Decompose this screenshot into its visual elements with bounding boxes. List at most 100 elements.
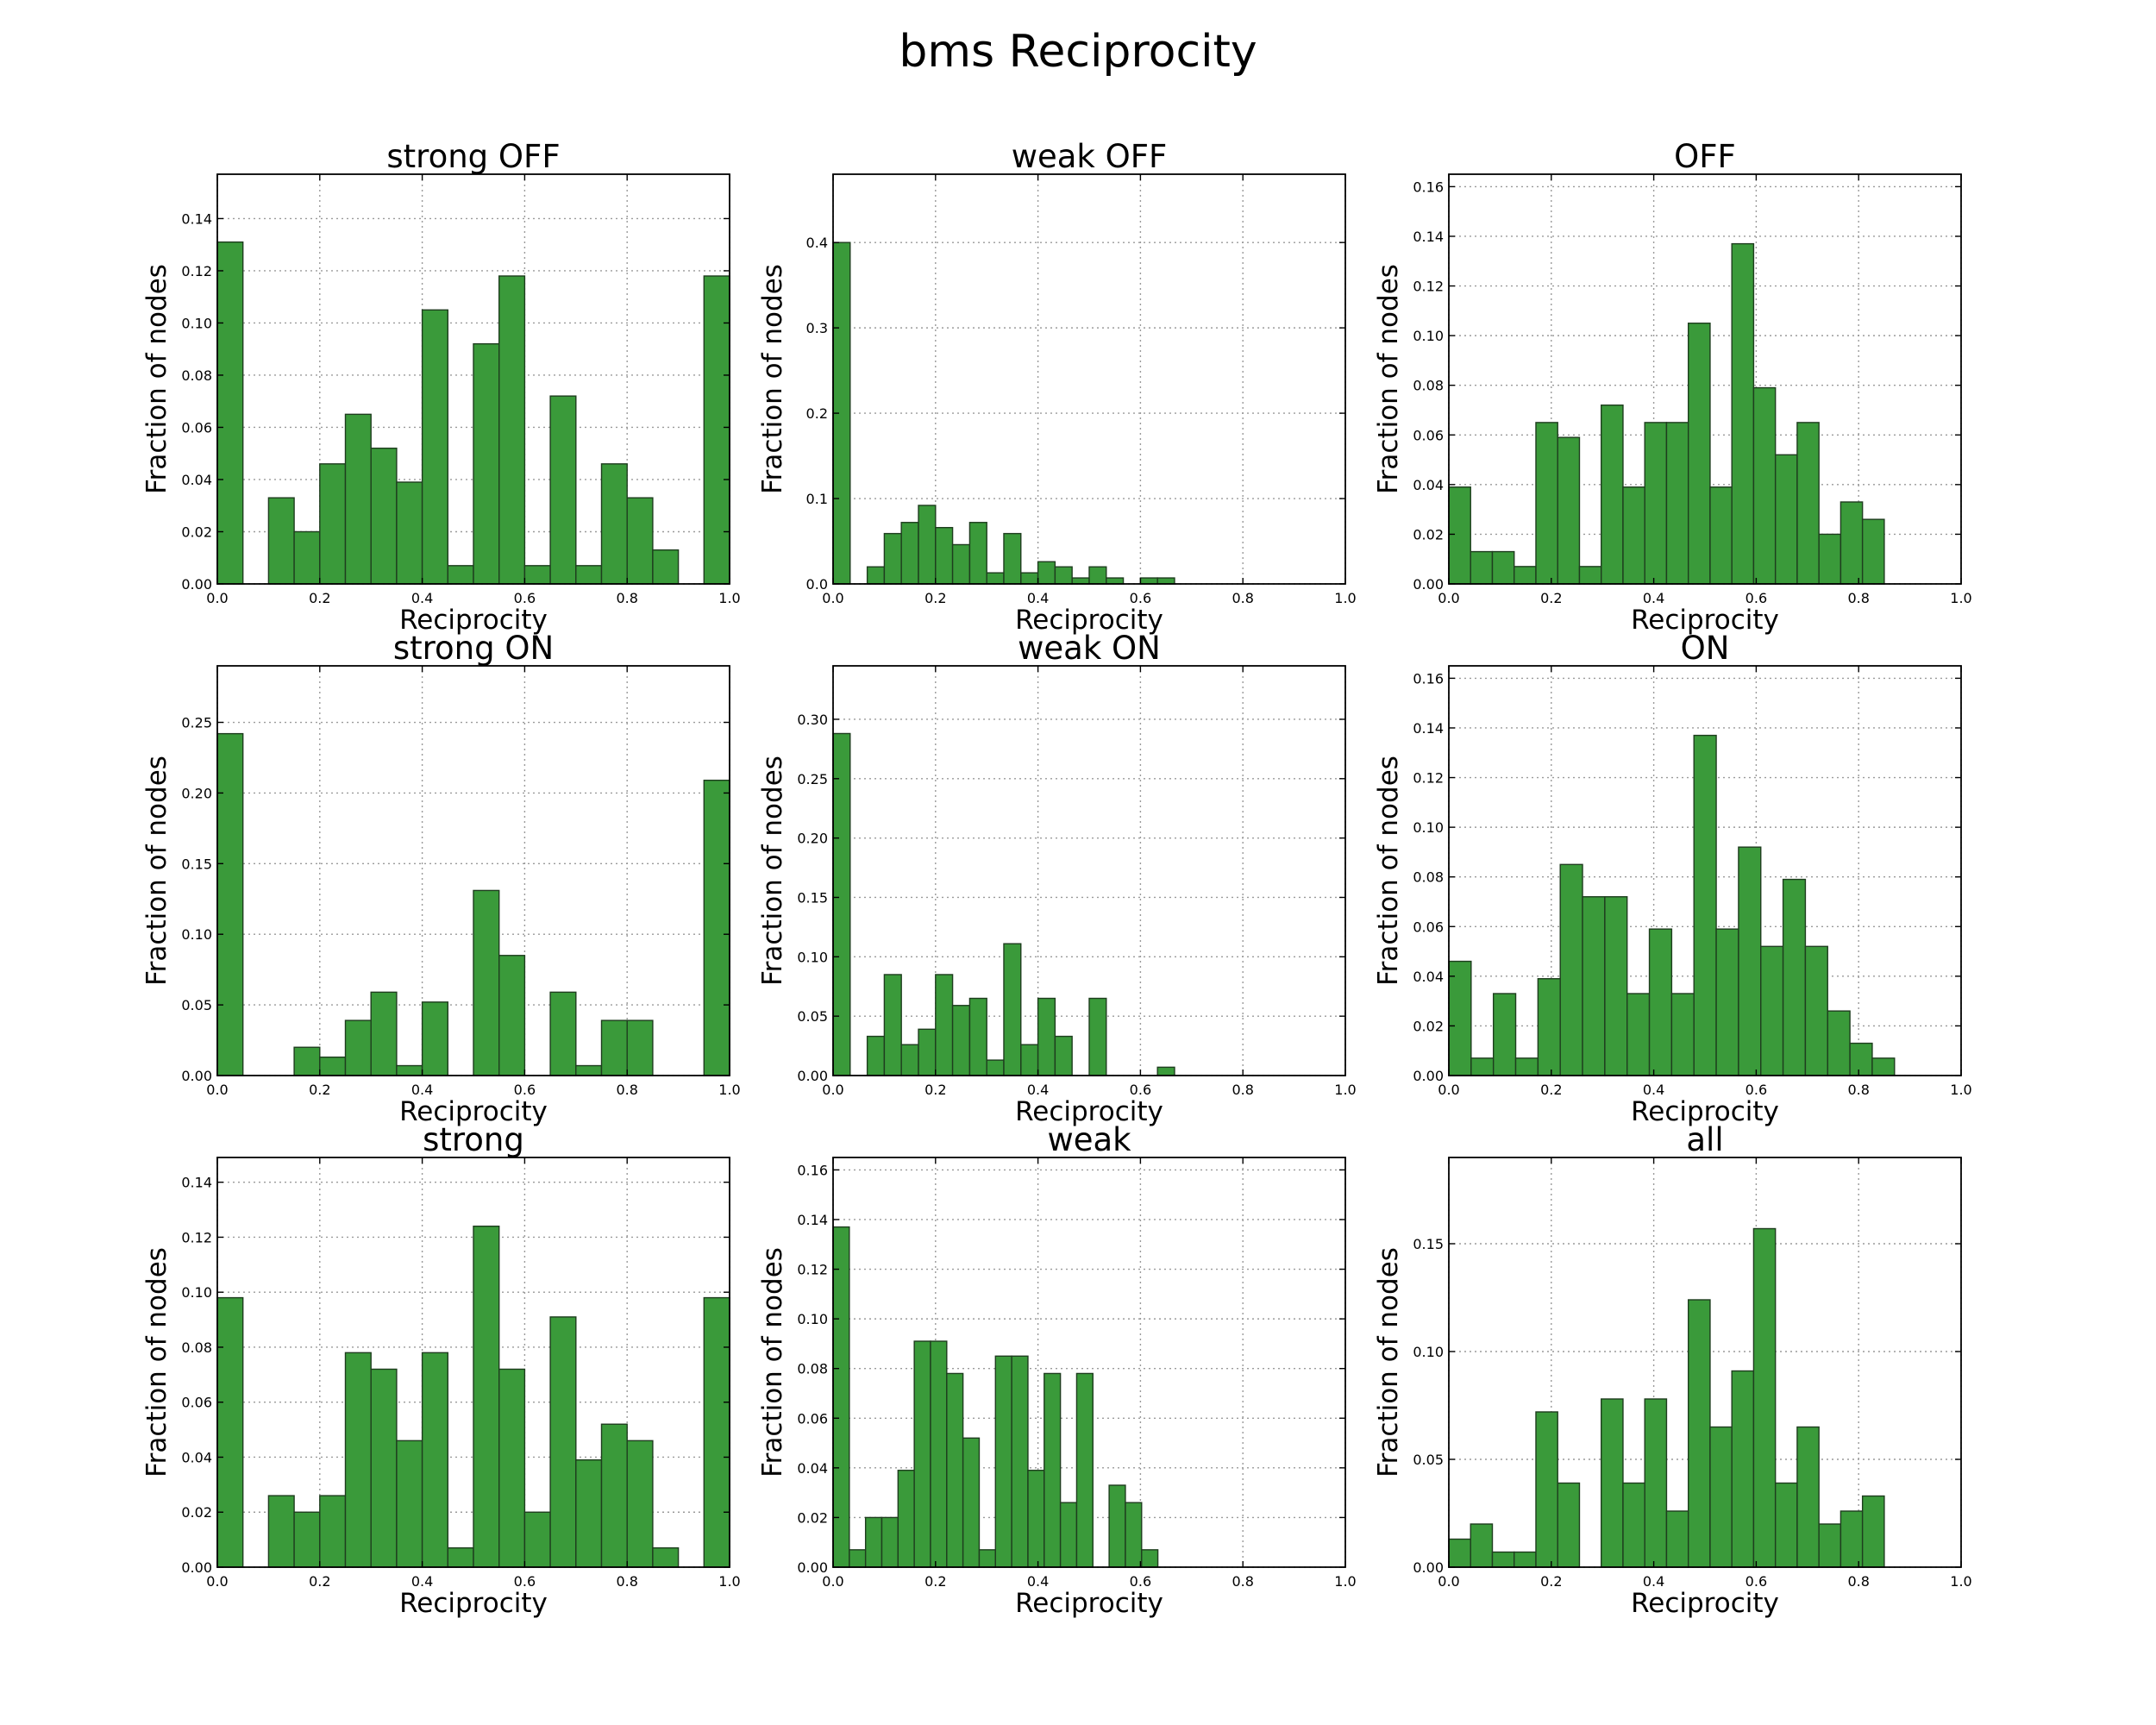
y-axis-label: Fraction of nodes bbox=[757, 264, 788, 494]
x-tick-label: 0.8 bbox=[1232, 590, 1253, 606]
histogram-bar bbox=[1752, 1227, 1777, 1568]
x-axis-label: Reciprocity bbox=[399, 605, 548, 636]
histogram-bar bbox=[216, 241, 244, 585]
histogram-bar bbox=[1626, 993, 1651, 1076]
histogram-bar bbox=[1557, 436, 1581, 585]
y-tick-label: 0.12 bbox=[1413, 770, 1444, 787]
histogram-bar bbox=[1604, 896, 1628, 1076]
histogram-bar bbox=[1448, 486, 1471, 585]
y-tick-label: 0.08 bbox=[181, 367, 212, 384]
figure-title: bms Reciprocity bbox=[899, 26, 1257, 78]
y-tick-label: 0.04 bbox=[1413, 477, 1444, 493]
histogram-bar bbox=[1709, 486, 1733, 585]
histogram-bar bbox=[1738, 846, 1762, 1076]
histogram-bar bbox=[575, 565, 603, 585]
axes-frame bbox=[216, 1157, 730, 1568]
y-tick-label: 0.00 bbox=[797, 1559, 828, 1576]
histogram-bar bbox=[1448, 1538, 1471, 1568]
histogram-bar bbox=[600, 1019, 628, 1076]
histogram-bar bbox=[1861, 518, 1885, 585]
x-tick-label: 0.4 bbox=[411, 1082, 433, 1098]
histogram-bar bbox=[1448, 960, 1472, 1076]
histogram-bar bbox=[626, 497, 654, 585]
y-axis-label: Fraction of nodes bbox=[141, 1247, 172, 1477]
y-axis-label: Fraction of nodes bbox=[1373, 264, 1404, 494]
histogram-bar bbox=[370, 1368, 398, 1568]
histogram-bar bbox=[1622, 1482, 1645, 1568]
histogram-bar bbox=[473, 342, 500, 585]
y-tick-label: 0.10 bbox=[1413, 819, 1444, 836]
y-tick-label: 0.15 bbox=[181, 856, 212, 872]
histogram-bar bbox=[396, 1440, 423, 1568]
histogram-bar bbox=[1027, 1470, 1045, 1568]
x-tick-label: 0.4 bbox=[411, 590, 433, 606]
x-axis-label: Reciprocity bbox=[1631, 1096, 1779, 1127]
histogram-bar bbox=[918, 505, 937, 585]
histogram-bar bbox=[293, 530, 321, 585]
y-tick-label: 0.06 bbox=[797, 1410, 828, 1427]
histogram-bar bbox=[1088, 566, 1107, 585]
panel-strong-on: 0.0 0.2 0.4 0.6 0.8 1.0 0.00 0.05 0.10 0.15 0.20 0.… bbox=[141, 630, 741, 1127]
y-tick-label: 0.14 bbox=[181, 1175, 212, 1191]
histogram-bar bbox=[1715, 928, 1739, 1076]
y-tick-label: 0.12 bbox=[797, 1262, 828, 1278]
axes-frame bbox=[216, 173, 730, 585]
histogram-bar bbox=[1003, 532, 1022, 585]
x-tick-label: 0.4 bbox=[1027, 1573, 1049, 1590]
y-tick-label: 0.00 bbox=[1413, 1559, 1444, 1576]
histogram-bar bbox=[1139, 577, 1158, 585]
x-tick-label: 0.2 bbox=[1540, 590, 1562, 606]
y-tick-label: 0.04 bbox=[181, 1449, 212, 1465]
histogram-bar bbox=[883, 532, 902, 585]
histogram-bar bbox=[1037, 561, 1056, 585]
histogram-bar bbox=[849, 1549, 867, 1568]
y-tick-label: 0.06 bbox=[1413, 919, 1444, 935]
histogram-bar bbox=[1054, 566, 1073, 585]
histogram-bar bbox=[344, 1352, 372, 1568]
y-tick-label: 0.05 bbox=[181, 997, 212, 1013]
y-tick-label: 0.08 bbox=[797, 1361, 828, 1377]
x-tick-label: 1.0 bbox=[1334, 1573, 1356, 1590]
histogram-bar bbox=[1492, 993, 1517, 1076]
histogram-bar bbox=[1059, 1502, 1078, 1568]
y-tick-label: 0.02 bbox=[797, 1509, 828, 1526]
histogram-bar bbox=[897, 1470, 915, 1568]
histogram-bar bbox=[1003, 943, 1022, 1076]
x-tick-label: 1.0 bbox=[1334, 590, 1356, 606]
histogram-bar bbox=[293, 1511, 321, 1568]
histogram-bar bbox=[1535, 422, 1558, 585]
panel-on: 0.0 0.2 0.4 0.6 0.8 1.0 0.00 0.02 0.04 0.06 0.08 0.… bbox=[1373, 630, 1972, 1127]
y-tick-label: 0.05 bbox=[1413, 1452, 1444, 1468]
y-tick-label: 0.06 bbox=[181, 419, 212, 436]
histogram-bar bbox=[1796, 422, 1820, 585]
histogram-bar bbox=[396, 1064, 423, 1076]
panel-title: weak OFF bbox=[1012, 138, 1168, 175]
y-tick-label: 0.00 bbox=[1413, 576, 1444, 593]
histogram-bar bbox=[370, 991, 398, 1076]
histogram-bar bbox=[1818, 1523, 1842, 1568]
histogram-bar bbox=[951, 543, 971, 585]
panel-title: ON bbox=[1681, 630, 1730, 667]
x-tick-label: 0.2 bbox=[924, 1573, 946, 1590]
histogram-bar bbox=[962, 1437, 981, 1568]
histogram-bar bbox=[344, 1019, 372, 1076]
x-axis-label: Reciprocity bbox=[399, 1096, 548, 1127]
histogram-bar bbox=[1578, 566, 1602, 585]
histogram-bar bbox=[421, 1352, 449, 1568]
y-tick-label: 0.14 bbox=[1413, 720, 1444, 737]
histogram-bar bbox=[447, 1546, 474, 1568]
histogram-bar bbox=[1514, 566, 1537, 585]
x-tick-label: 0.6 bbox=[514, 590, 536, 606]
histogram-bar bbox=[866, 566, 886, 585]
histogram-bar bbox=[930, 1340, 948, 1568]
histogram-bar bbox=[498, 1368, 526, 1568]
y-tick-label: 0.16 bbox=[1413, 179, 1444, 195]
histogram-bar bbox=[1108, 1484, 1126, 1568]
histogram-bar bbox=[1752, 386, 1777, 585]
histogram-bar bbox=[1804, 945, 1828, 1076]
histogram-bar bbox=[1839, 501, 1864, 585]
histogram-bar bbox=[1687, 323, 1711, 585]
histogram-bar bbox=[1839, 1510, 1864, 1568]
histogram-bar bbox=[864, 1516, 883, 1568]
